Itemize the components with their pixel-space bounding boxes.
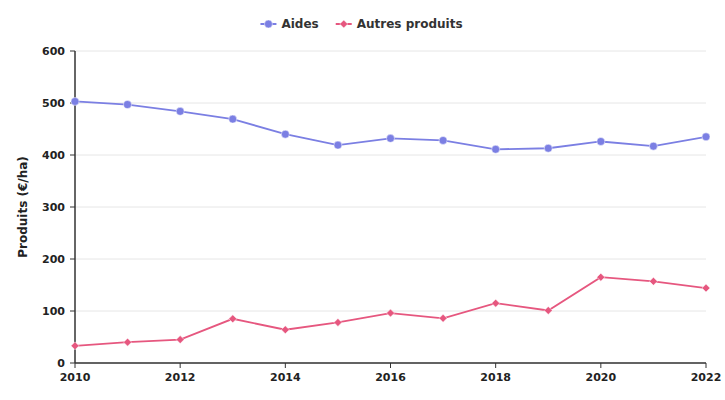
plot-area [71,97,710,349]
legend-label: Aides [281,17,318,31]
x-tick-label: 2020 [586,371,617,384]
legend-marker [264,20,272,28]
point [71,97,79,105]
y-tick-label: 100 [42,305,65,318]
point [702,133,710,141]
y-tick-label: 300 [42,201,65,214]
y-tick-label: 0 [57,357,65,370]
point [492,299,500,307]
point [176,336,184,344]
point [281,130,289,138]
point [597,273,605,281]
point [439,314,447,322]
point [229,315,237,323]
y-tick-label: 200 [42,253,65,266]
legend-label: Autres produits [357,17,463,31]
y-tick-label: 500 [42,97,65,110]
grid-line [75,103,706,104]
point [702,284,710,292]
x-tick-label: 2010 [60,371,91,384]
point [544,144,552,152]
point [71,342,79,350]
point [281,326,289,334]
grid-line [75,363,706,364]
y-tick-label: 600 [42,45,65,58]
point [229,115,237,123]
x-tick-label: 2016 [375,371,406,384]
x-tick-label: 2014 [270,371,301,384]
series-line [75,277,706,346]
grid-line [75,207,706,208]
point [387,134,395,142]
point [334,318,342,326]
x-tick-label: 2012 [165,371,196,384]
x-axis [75,362,706,364]
y-axis-label: Produits (€/ha) [16,156,30,258]
legend-marker [340,20,348,28]
y-tick-label: 400 [42,149,65,162]
legend: Aides Autres produits [260,17,462,31]
point [649,277,657,285]
point [492,145,500,153]
point [176,107,184,115]
x-tick-label: 2018 [480,371,511,384]
point [124,101,132,109]
grid-line [75,51,706,52]
series-line [75,101,706,149]
point [649,142,657,150]
point [439,136,447,144]
point [124,338,132,346]
point [597,137,605,145]
point [334,141,342,149]
grid-line [75,155,706,156]
point [544,306,552,314]
grid-line [75,259,706,260]
x-tick-label: 2022 [691,371,722,384]
point [387,309,395,317]
